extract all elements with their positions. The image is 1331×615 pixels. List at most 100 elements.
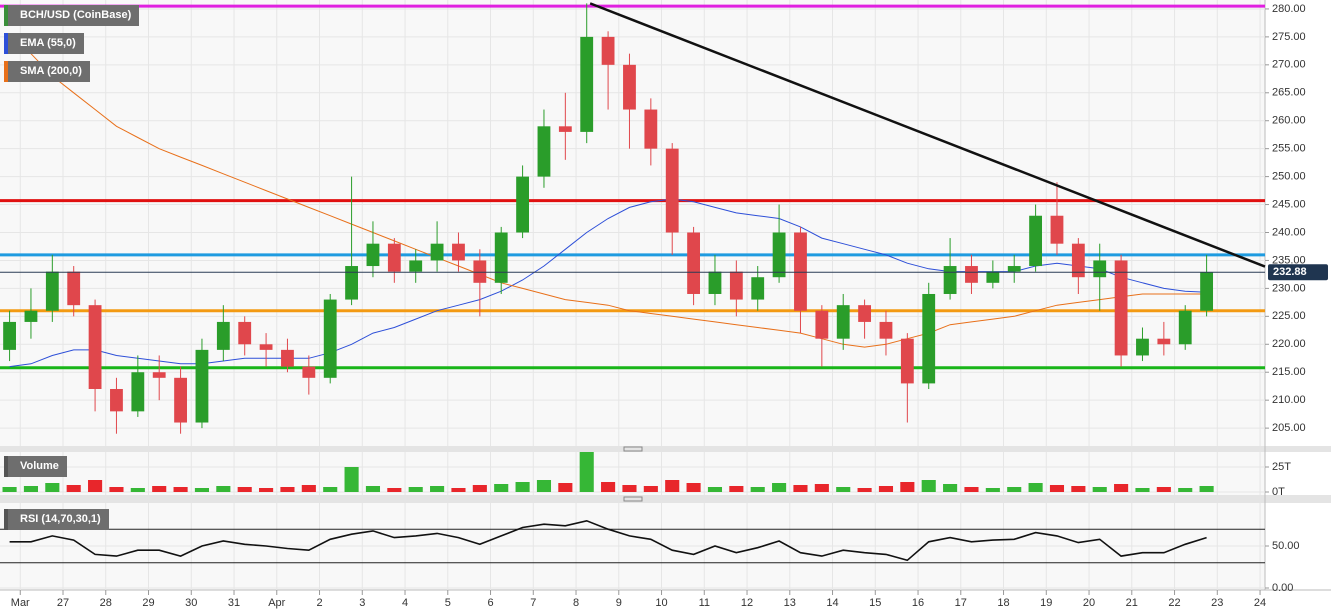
- y-tick-label: 235.00: [1272, 254, 1306, 266]
- indicator-line: [9, 36, 1207, 348]
- panel-separator: [0, 495, 1331, 503]
- volume-bar: [472, 485, 487, 492]
- x-tick-label: Apr: [268, 597, 285, 609]
- candle-body: [323, 299, 337, 378]
- volume-bar: [643, 486, 658, 492]
- candle-body: [452, 243, 465, 261]
- volume-bar: [921, 480, 936, 492]
- ema-legend: EMA (55,0): [4, 33, 84, 54]
- x-tick-label: 22: [1168, 597, 1180, 609]
- current-price-box: [1268, 264, 1328, 281]
- volume-bar: [836, 487, 851, 492]
- candle-body: [1071, 243, 1085, 278]
- volume-bar: [173, 487, 188, 492]
- volume-bar: [1156, 487, 1171, 492]
- volume-bar: [194, 488, 210, 492]
- x-tick-label: 9: [616, 597, 622, 609]
- volume-bar: [1114, 484, 1129, 492]
- volume-bar: [45, 483, 60, 492]
- candle-body: [537, 126, 551, 177]
- volume-bar: [216, 486, 231, 492]
- candle-body: [644, 109, 658, 149]
- rsi-line: [9, 519, 1207, 562]
- volume-bar: [729, 486, 744, 492]
- x-tick-label: 27: [57, 597, 69, 609]
- candle-body: [580, 36, 594, 132]
- y-tick-label: 220.00: [1272, 338, 1306, 350]
- volume-bar: [707, 487, 723, 492]
- y-tick-label: 280.00: [1272, 3, 1306, 15]
- candle-body: [965, 266, 978, 283]
- y-tick-label: 270.00: [1272, 59, 1306, 71]
- y-tick-label: 230.00: [1272, 282, 1306, 294]
- x-tick-label: 23: [1211, 597, 1223, 609]
- y-tick-label: 25T: [1272, 461, 1291, 473]
- y-tick-label: 225.00: [1272, 310, 1306, 322]
- volume-bar: [964, 487, 979, 492]
- volume-bar: [2, 487, 17, 492]
- volume-bar: [686, 483, 701, 492]
- candle-body: [772, 232, 786, 278]
- x-tick-label: 3: [359, 597, 365, 609]
- candle-body: [1114, 260, 1128, 356]
- candle-body: [601, 36, 615, 65]
- y-tick-label: 245.00: [1272, 198, 1306, 210]
- volume-bar: [601, 482, 616, 492]
- volume-label: Volume: [4, 456, 67, 477]
- candle-body: [216, 321, 230, 350]
- volume-bar: [900, 482, 915, 492]
- x-tick-label: 30: [185, 597, 197, 609]
- candle-body: [24, 310, 38, 322]
- candle-body: [430, 243, 444, 261]
- volume-bar: [1199, 486, 1214, 492]
- volume-bar: [130, 488, 145, 492]
- candle-body: [687, 232, 701, 294]
- candle-body: [794, 232, 807, 311]
- x-tick-label: 5: [445, 597, 451, 609]
- candle-body: [1007, 266, 1021, 272]
- candle-body: [729, 271, 743, 300]
- volume-bar: [1092, 487, 1107, 492]
- candle-body: [3, 321, 16, 350]
- x-tick-label: 19: [1040, 597, 1052, 609]
- volume-bar: [1028, 483, 1043, 492]
- y-tick-label: 275.00: [1272, 31, 1306, 43]
- volume-bar: [387, 488, 402, 492]
- volume-bar: [857, 488, 872, 492]
- candle-body: [366, 243, 380, 267]
- x-tick-label: 13: [784, 597, 796, 609]
- candle-body: [494, 232, 508, 283]
- candle-body: [302, 366, 316, 378]
- volume-bar: [579, 452, 594, 492]
- candle-body: [558, 126, 572, 132]
- volume-bar: [430, 486, 445, 492]
- volume-bar: [259, 488, 274, 492]
- volume-bar: [793, 485, 808, 492]
- volume-bar: [878, 486, 894, 492]
- y-tick-label: 215.00: [1272, 366, 1306, 378]
- candle-body: [345, 266, 358, 300]
- y-tick-label: 250.00: [1272, 171, 1306, 183]
- candle-body: [943, 266, 957, 294]
- symbol-label: BCH/USD (CoinBase): [4, 5, 140, 26]
- y-tick-label: 205.00: [1272, 422, 1306, 434]
- volume-bar: [301, 485, 316, 492]
- panel-grip: [623, 446, 643, 452]
- candle-body: [1029, 215, 1043, 267]
- volume-bar: [772, 483, 787, 492]
- volume-bar: [622, 485, 637, 492]
- x-tick-label: 14: [826, 597, 838, 609]
- candle-body: [836, 305, 850, 339]
- x-tick-label: 12: [741, 597, 753, 609]
- indicator-line: [9, 198, 1207, 368]
- candle-body: [1200, 272, 1214, 311]
- candle-body: [900, 338, 914, 384]
- candle-body: [152, 372, 166, 378]
- candle-body: [922, 293, 936, 384]
- volume-bar: [365, 486, 381, 492]
- volume-bar: [152, 486, 167, 492]
- x-tick-label: 20: [1083, 597, 1095, 609]
- candle-body: [473, 260, 487, 283]
- volume-bar: [558, 483, 573, 492]
- volume-bar: [323, 487, 338, 492]
